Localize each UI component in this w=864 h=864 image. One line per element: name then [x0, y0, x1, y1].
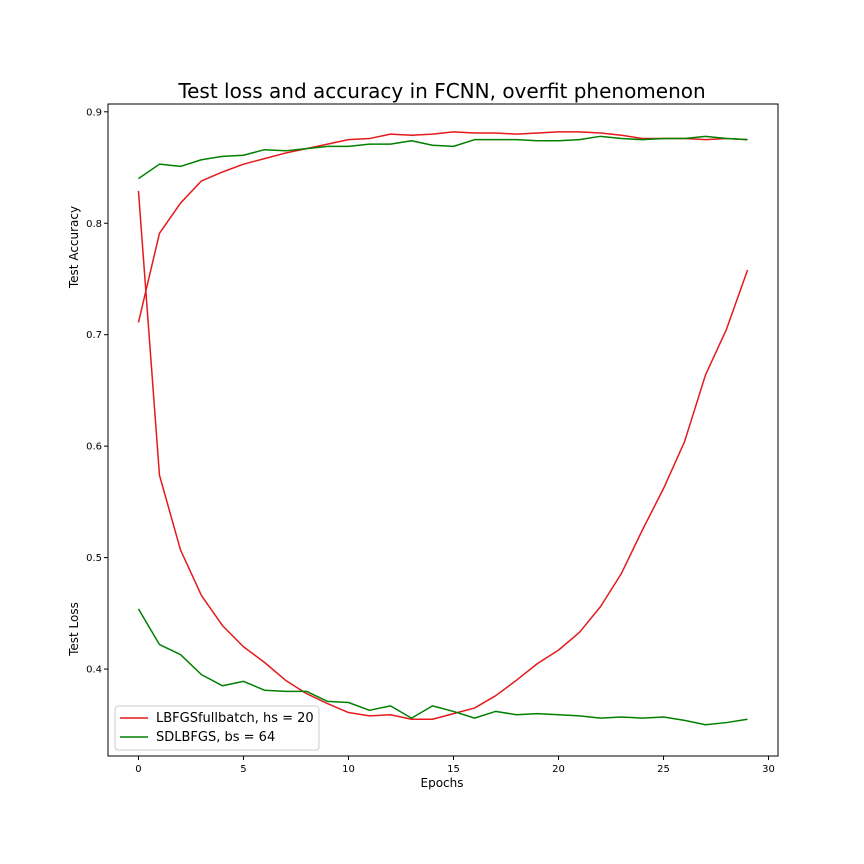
series-line-sdlbfgs-accuracy [138, 135, 748, 180]
chart-title: Test loss and accuracy in FCNN, overfit … [177, 79, 705, 103]
x-tick-label: 30 [762, 764, 775, 775]
series-lines [137, 131, 749, 726]
series-line-lbfgs-accuracy [137, 131, 748, 323]
y-tick-label: 0.9 [86, 107, 102, 118]
y-tick-label: 0.5 [86, 553, 102, 564]
y-axis-label-accuracy: Test Accuracy [67, 206, 81, 289]
y-tick-label: 0.7 [86, 330, 102, 341]
y-axis: 0.4 0.5 0.6 0.7 0.8 0.9 [86, 107, 108, 676]
x-tick-label: 5 [240, 764, 246, 775]
x-axis: 0 5 10 15 20 25 30 [135, 756, 775, 775]
x-tick-label: 20 [552, 764, 565, 775]
x-tick-label: 15 [447, 764, 460, 775]
x-tick-label: 10 [342, 764, 355, 775]
y-tick-label: 0.4 [86, 665, 102, 676]
x-tick-label: 25 [657, 764, 670, 775]
y-tick-label: 0.6 [86, 442, 102, 453]
legend: LBFGSfullbatch, hs = 20 SDLBFGS, bs = 64 [114, 705, 320, 751]
plot-area-frame [107, 103, 779, 757]
legend-label-lbfgs: LBFGSfullbatch, hs = 20 [156, 711, 314, 726]
series-line-sdlbfgs-loss [137, 608, 748, 726]
legend-box [114, 705, 320, 751]
x-tick-label: 0 [135, 764, 141, 775]
legend-label-sdlbfgs: SDLBFGS, bs = 64 [156, 730, 275, 745]
y-axis-label-loss: Test Loss [67, 602, 81, 657]
y-tick-label: 0.8 [86, 219, 102, 230]
x-axis-label: Epochs [421, 776, 464, 790]
series-line-lbfgs-loss [137, 190, 749, 720]
